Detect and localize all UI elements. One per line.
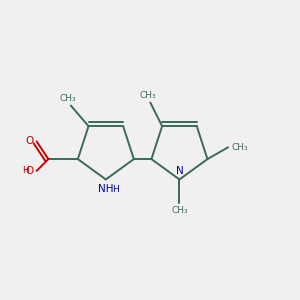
Text: O: O — [26, 136, 34, 146]
Text: CH₃: CH₃ — [60, 94, 76, 103]
Text: CH₃: CH₃ — [231, 143, 247, 152]
Text: H: H — [112, 185, 118, 194]
Text: CH₃: CH₃ — [139, 91, 156, 100]
Text: H: H — [22, 167, 29, 176]
Text: O: O — [26, 166, 34, 176]
Text: N: N — [176, 167, 183, 176]
Text: NH: NH — [98, 184, 114, 194]
Text: CH₃: CH₃ — [171, 206, 188, 215]
